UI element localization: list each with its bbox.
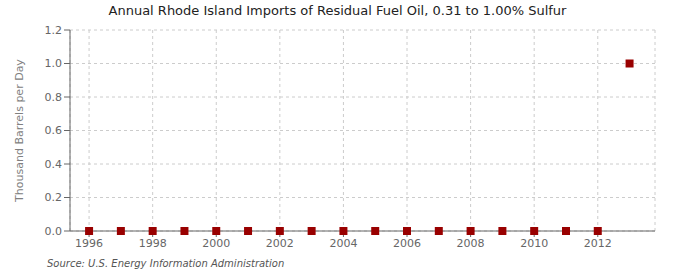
- svg-text:0.0: 0.0: [45, 225, 63, 238]
- svg-text:2008: 2008: [457, 237, 485, 250]
- svg-text:2012: 2012: [584, 237, 612, 250]
- svg-text:2010: 2010: [520, 237, 548, 250]
- svg-text:1.0: 1.0: [45, 57, 63, 70]
- svg-text:0.4: 0.4: [45, 158, 63, 171]
- svg-text:1998: 1998: [139, 237, 167, 250]
- svg-text:2004: 2004: [329, 237, 357, 250]
- svg-text:0.6: 0.6: [45, 124, 63, 137]
- svg-text:0.8: 0.8: [45, 91, 63, 104]
- svg-text:1996: 1996: [75, 237, 103, 250]
- svg-text:Thousand Barrels per Day: Thousand Barrels per Day: [13, 59, 26, 203]
- svg-text:2002: 2002: [266, 237, 294, 250]
- html-text:Annual Rhode Island Imports of: Annual Rhode Island Imports of Residual …: [108, 3, 567, 18]
- svg-text:2000: 2000: [202, 237, 230, 250]
- svg-text:1.2: 1.2: [45, 24, 63, 37]
- html-text:Source: U.S. Energy Informatio: Source: U.S. Energy Information Administ…: [47, 258, 285, 269]
- svg-text:2006: 2006: [393, 237, 421, 250]
- svg-text:0.2: 0.2: [45, 191, 63, 204]
